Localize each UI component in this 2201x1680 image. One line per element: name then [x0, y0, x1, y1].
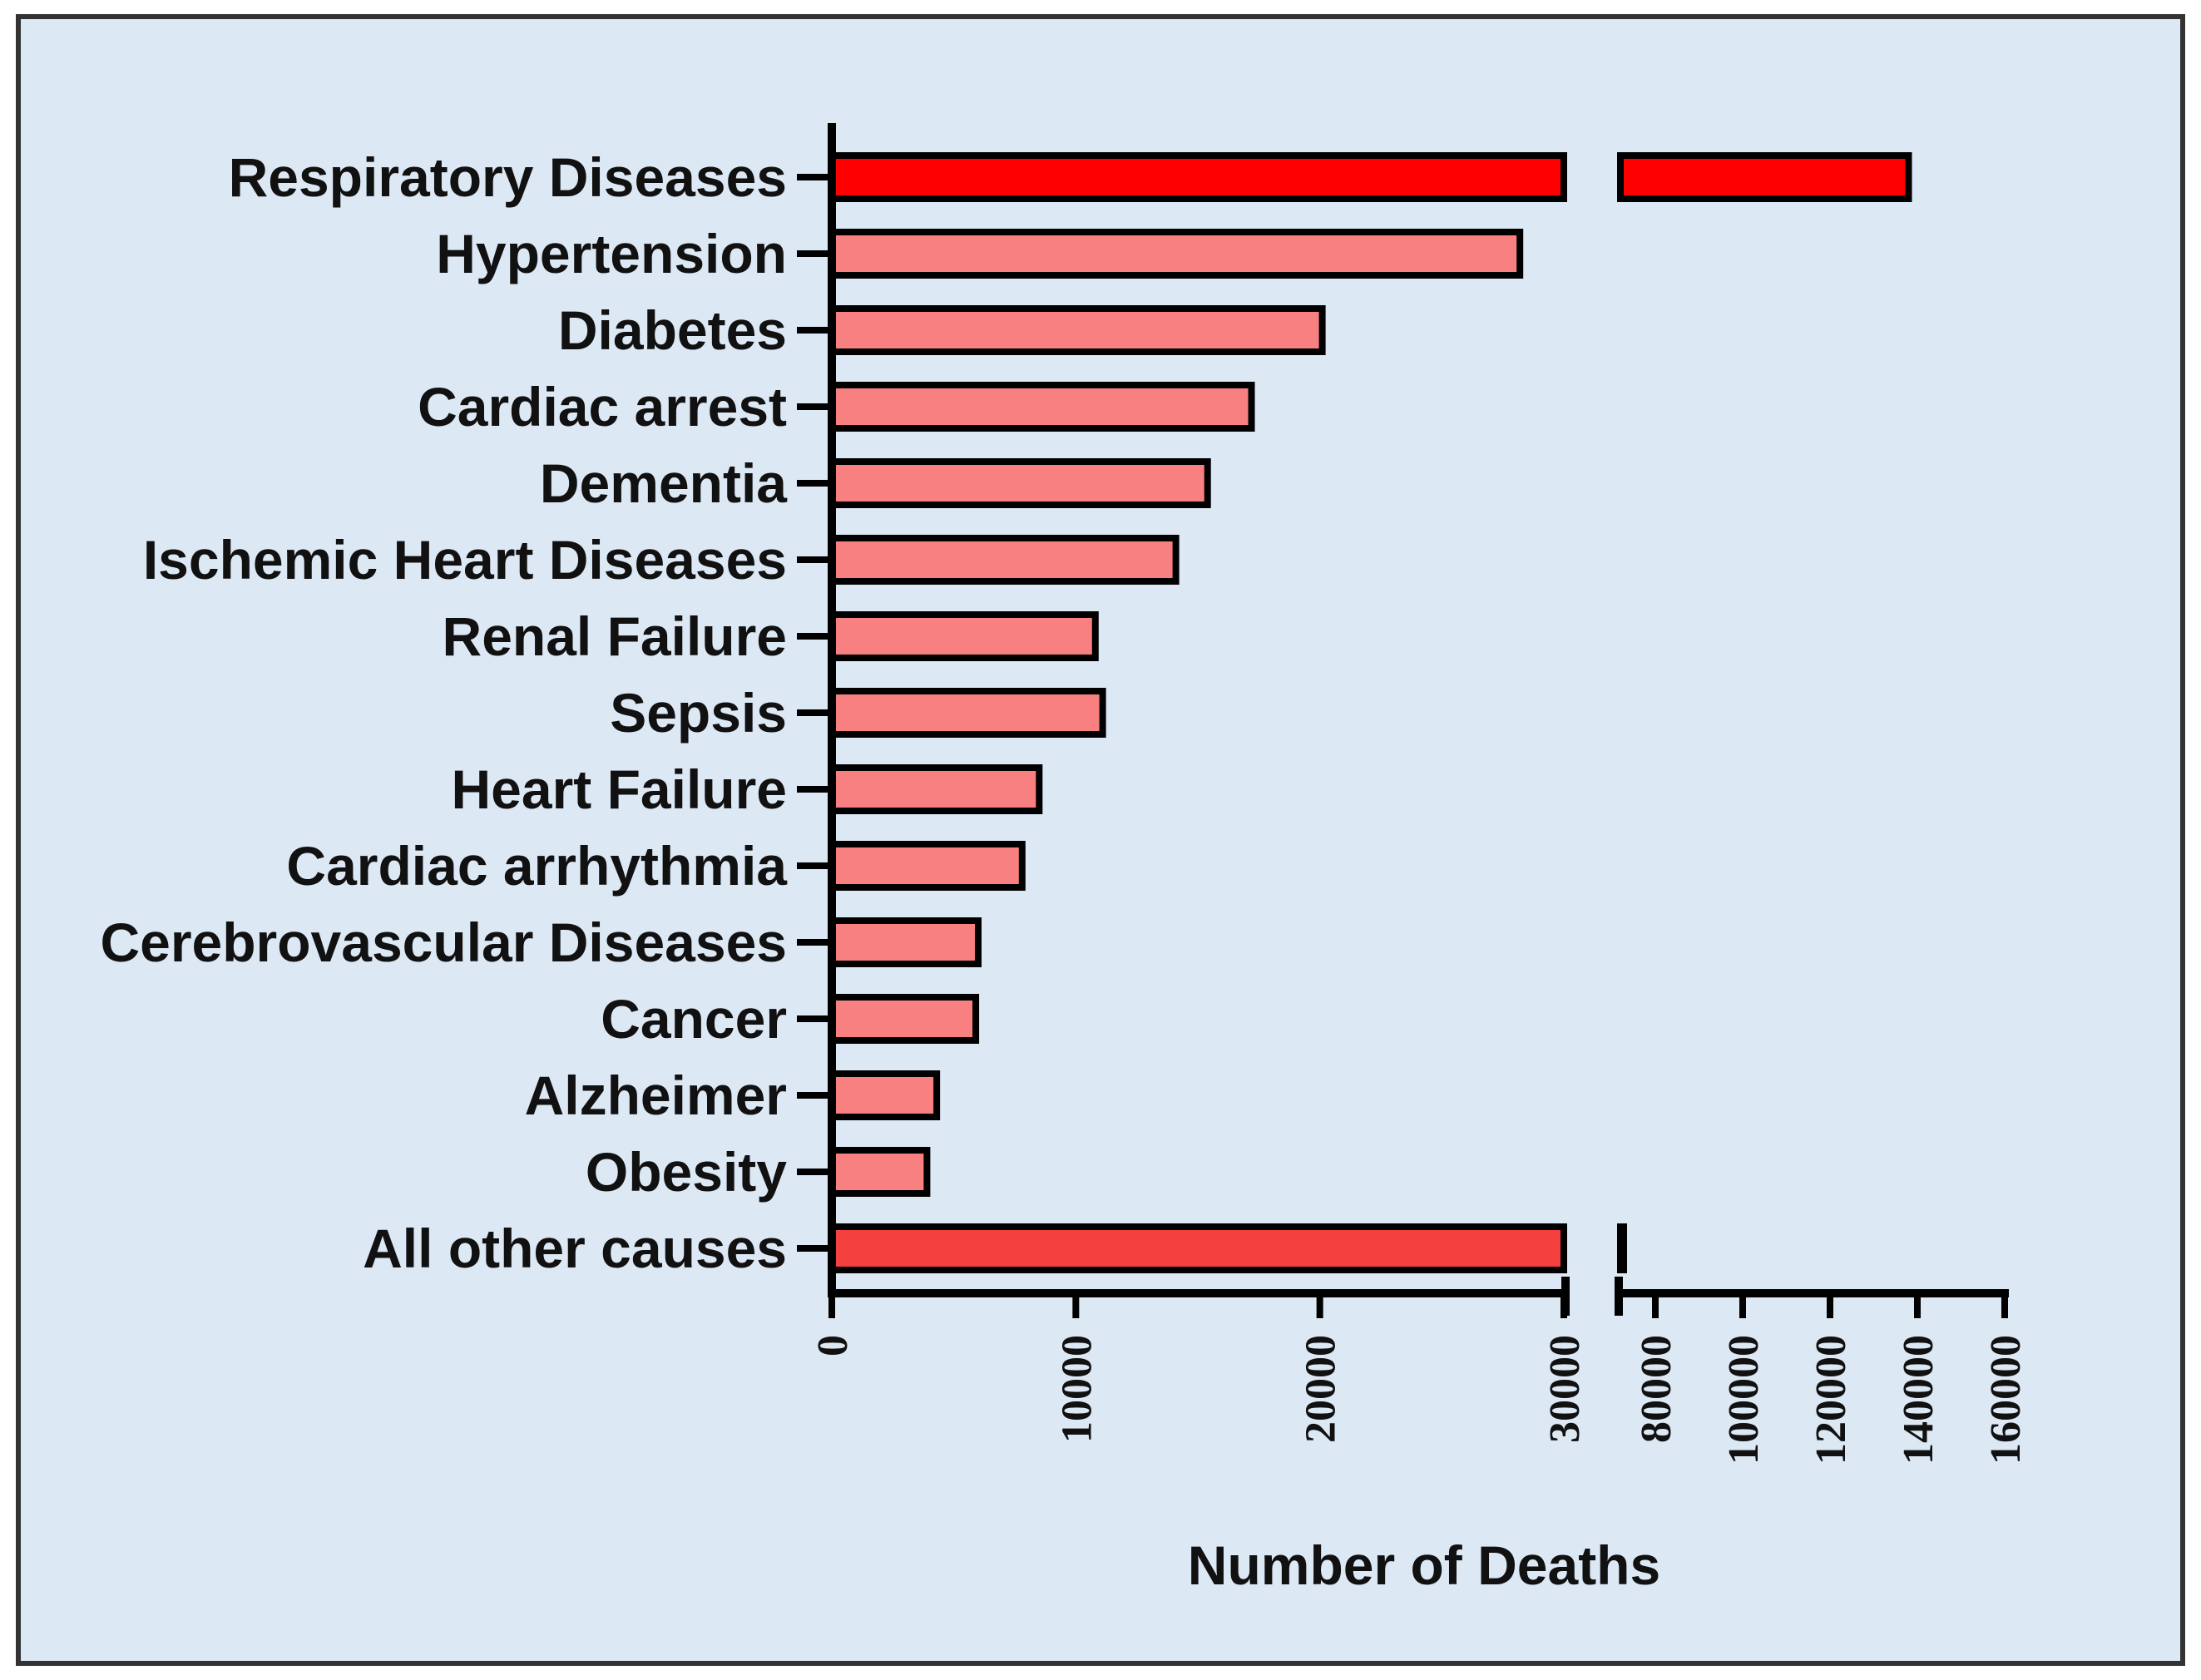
x-tick-label: 20000: [1298, 1335, 1345, 1443]
bar-respiratory-diseases-continued: [1617, 152, 1912, 202]
category-label: Hypertension: [436, 223, 787, 284]
bar-sepsis: [828, 688, 1106, 738]
labels-layer: Respiratory Diseases Hypertension Diabetes…: [100, 146, 2030, 1465]
category-label: Respiratory Diseases: [229, 146, 787, 208]
bar-cardiac-arrhythmia: [828, 841, 1026, 891]
bar-obesity: [828, 1147, 931, 1197]
x-tick-label: 100000: [1720, 1335, 1768, 1465]
bar-all-other-causes-continued: [1617, 1223, 1627, 1273]
category-label: All other causes: [363, 1218, 787, 1279]
bar-respiratory-diseases: [828, 152, 1567, 202]
category-label: Cardiac arrhythmia: [286, 835, 788, 897]
x-tick-label: 120000: [1808, 1335, 1855, 1465]
category-label: Cardiac arrest: [418, 376, 787, 437]
bar-ischemic-heart-diseases: [828, 535, 1180, 585]
category-label: Alzheimer: [525, 1065, 787, 1126]
bar-renal-failure: [828, 611, 1099, 661]
category-label: Cancer: [601, 988, 787, 1050]
bar-alzheimer: [828, 1070, 941, 1120]
category-label: Sepsis: [610, 682, 787, 744]
bar-hypertension: [828, 229, 1524, 279]
bar-cancer: [828, 994, 980, 1044]
category-label: Renal Failure: [443, 605, 787, 667]
x-tick-label: 30000: [1541, 1335, 1589, 1443]
category-label: Heart Failure: [452, 758, 787, 820]
bar-heart-failure: [828, 764, 1043, 814]
category-label: Obesity: [586, 1141, 787, 1203]
x-tick-label: 0: [809, 1335, 857, 1356]
x-tick-label: 80000: [1633, 1335, 1680, 1443]
axes-layer: [797, 123, 2009, 1318]
x-tick-label: 10000: [1053, 1335, 1100, 1443]
bar-cerebrovascular-diseases: [828, 917, 982, 967]
category-label: Dementia: [540, 452, 788, 514]
bar-all-other-causes: [828, 1223, 1567, 1273]
bar-diabetes: [828, 305, 1326, 355]
category-label: Cerebrovascular Diseases: [100, 912, 787, 973]
chart-panel: [16, 14, 2185, 1666]
bar-cardiac-arrest: [828, 382, 1255, 432]
x-axis-title: Number of Deaths: [1188, 1534, 1660, 1596]
category-label: Ischemic Heart Diseases: [143, 529, 787, 590]
category-label: Diabetes: [558, 299, 787, 361]
x-tick-label: 140000: [1895, 1335, 1942, 1465]
x-tick-label: 160000: [1982, 1335, 2030, 1465]
bars-layer: [828, 152, 1912, 1273]
bar-dementia: [828, 458, 1211, 508]
